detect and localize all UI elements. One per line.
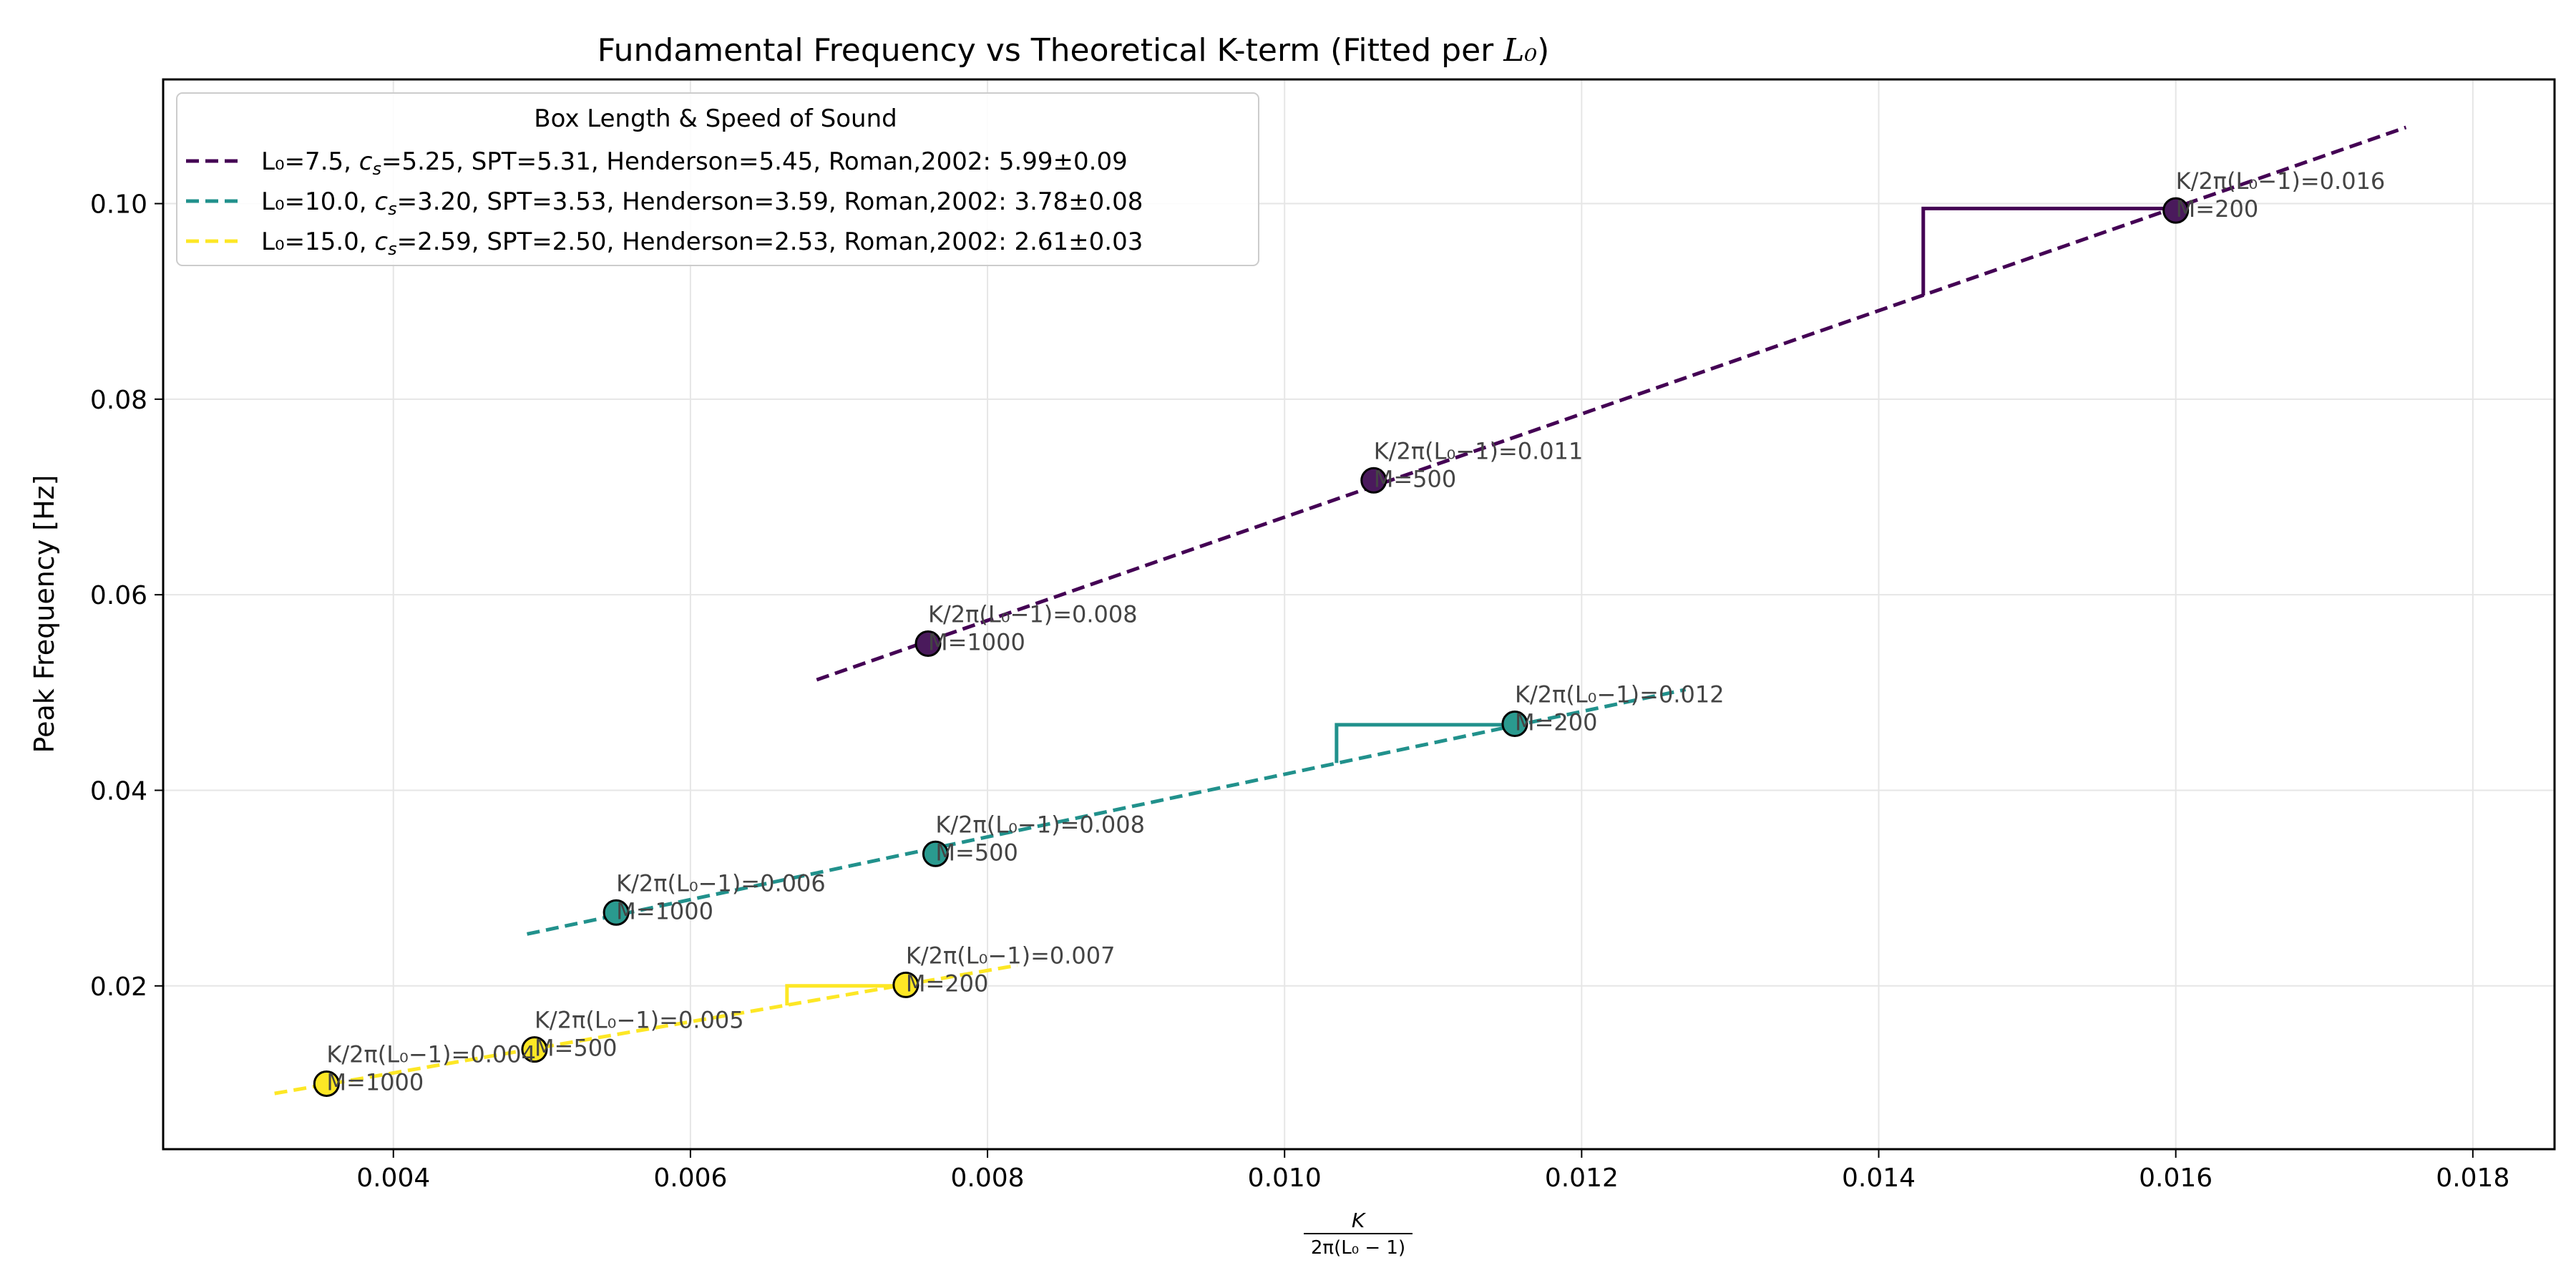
chart-title: Fundamental Frequency vs Theoretical K-t… [597, 32, 1550, 69]
data-point-series-3 [521, 1036, 548, 1063]
legend-title: Box Length & Speed of Sound [534, 104, 897, 133]
legend-entry-series-2: L₀=10.0, cs=3.20, SPT=3.53, Henderson=3.… [261, 187, 1143, 219]
point-annotation-mass: M=500 [1374, 465, 1457, 492]
x-tick-label: 0.004 [356, 1163, 430, 1193]
point-annotation-mass: M=1000 [326, 1068, 424, 1096]
point-annotation-k-term: K/2π(L₀−1)=0.016 [2176, 167, 2386, 195]
x-tick-label: 0.006 [653, 1163, 727, 1193]
point-annotation-mass: M=1000 [928, 628, 1025, 655]
y-tick-label: 0.04 [90, 776, 147, 806]
point-annotations: K/2π(L₀−1)=0.008M=1000K/2π(L₀−1)=0.011M=… [326, 167, 2385, 1096]
y-tick-label: 0.06 [90, 581, 147, 610]
fit-line-series-2 [527, 688, 1687, 936]
data-point-series-1 [2162, 197, 2190, 224]
point-annotation-k-term: K/2π(L₀−1)=0.005 [535, 1007, 744, 1034]
slope-triangle-series-1 [1921, 206, 2176, 296]
legend-box [176, 92, 1259, 266]
y-tick-label: 0.10 [90, 190, 147, 220]
data-point-series-3 [313, 1070, 340, 1097]
x-tick-label: 0.016 [2139, 1163, 2212, 1193]
slope-triangles [785, 206, 2176, 1006]
point-annotation-mass: M=200 [906, 970, 989, 997]
y-tick-label: 0.02 [90, 972, 147, 1002]
legend-entry-series-1: L₀=7.5, cs=5.25, SPT=5.31, Henderson=5.4… [261, 147, 1128, 179]
point-annotation-k-term: K/2π(L₀−1)=0.012 [1515, 681, 1724, 708]
point-annotation-k-term: K/2π(L₀−1)=0.004 [326, 1040, 536, 1068]
x-tick-label: 0.008 [951, 1163, 1025, 1193]
x-tick-label: 0.018 [2436, 1163, 2509, 1193]
x-tick-label: 0.010 [1248, 1163, 1322, 1193]
x-axis-label-denominator: 2π(L₀ − 1) [1311, 1237, 1405, 1259]
legend-entry-series-3: L₀=15.0, cs=2.59, SPT=2.50, Henderson=2.… [261, 228, 1143, 259]
x-axis-label-numerator: K [1352, 1209, 1367, 1232]
plot-frame [162, 78, 2556, 1151]
point-annotation-mass: M=500 [935, 839, 1018, 866]
data-point-series-1 [1360, 467, 1387, 494]
point-annotation-mass: M=1000 [616, 897, 713, 924]
legend: Box Length & Speed of Sound L₀=7.5, cs=5… [176, 92, 1259, 266]
point-annotation-k-term: K/2π(L₀−1)=0.007 [906, 942, 1116, 969]
fit-line-series-1 [816, 125, 2407, 682]
data-point-series-1 [914, 630, 942, 657]
point-annotation-k-term: K/2π(L₀−1)=0.008 [928, 600, 1138, 628]
axis-ticks: 0.004 0.006 0.008 0.010 0.012 0.014 0.016 0.018… [90, 190, 2510, 1193]
point-annotation-mass: M=500 [535, 1035, 618, 1062]
point-annotation-k-term: K/2π(L₀−1)=0.011 [1374, 437, 1584, 464]
x-tick-label: 0.014 [1842, 1163, 1916, 1193]
data-point-series-3 [892, 971, 919, 998]
y-tick-label: 0.08 [90, 386, 147, 415]
slope-triangle-series-3 [785, 984, 906, 1006]
slope-triangle-series-2 [1335, 723, 1515, 763]
chart-title-end: ) [1537, 32, 1549, 69]
x-axis-label: K 2π(L₀ − 1) [1304, 1209, 1413, 1259]
x-tick-label: 0.012 [1545, 1163, 1619, 1193]
point-annotation-mass: M=200 [2176, 195, 2259, 223]
chart-title-main: Fundamental Frequency vs Theoretical K-t… [597, 32, 1504, 69]
chart-title-math: L₀ [1503, 32, 1537, 69]
data-point-series-2 [602, 899, 630, 926]
data-point-series-2 [922, 840, 949, 867]
point-annotation-k-term: K/2π(L₀−1)=0.008 [935, 811, 1145, 838]
point-annotation-mass: M=200 [1515, 709, 1598, 736]
data-point-series-2 [1501, 711, 1528, 738]
y-axis-label: Peak Frequency [Hz] [29, 475, 60, 753]
data-points [313, 197, 2190, 1097]
point-annotation-k-term: K/2π(L₀−1)=0.006 [616, 869, 826, 897]
legend-entries: L₀=7.5, cs=5.25, SPT=5.31, Henderson=5.4… [186, 147, 1143, 259]
